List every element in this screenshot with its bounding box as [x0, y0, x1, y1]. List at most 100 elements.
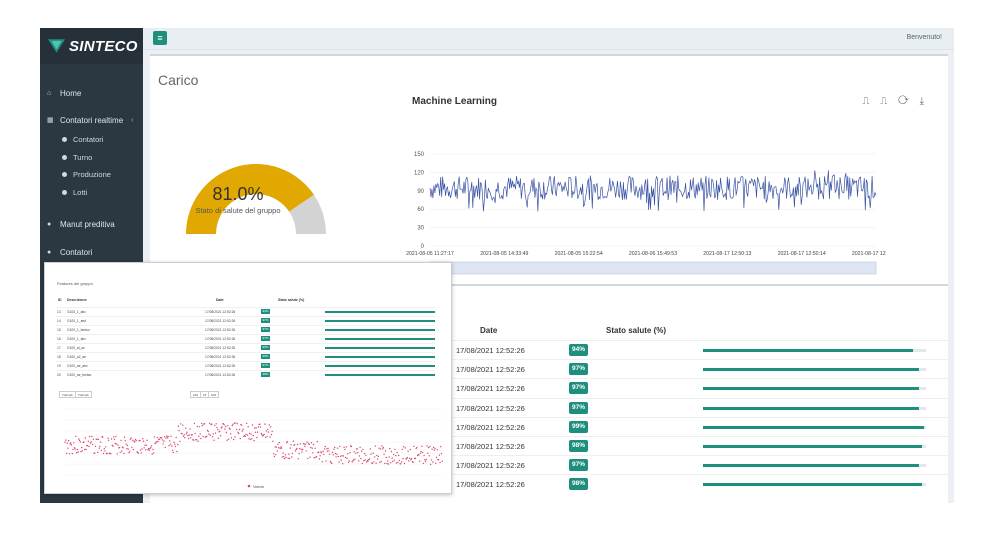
scatter-point	[226, 439, 228, 441]
popup-table-row[interactable]: 20 G100_ae_bedso 17/08/2021 12:52:26 98%	[55, 370, 435, 378]
popup-table-row[interactable]: 19 G100_ae_abc 17/08/2021 12:52:26 97%	[55, 361, 435, 369]
scatter-point	[436, 449, 438, 451]
scatter-point	[286, 441, 289, 443]
scatter-point	[332, 454, 334, 456]
popup-table-row[interactable]: 16 G100_1_abc 17/08/2021 12:52:26 97%	[55, 334, 435, 342]
scatter-point	[188, 434, 190, 436]
scatter-point	[267, 431, 270, 433]
scatter-point	[115, 443, 118, 445]
scatter-point	[156, 436, 158, 439]
scatter-point	[131, 439, 134, 441]
scatter-point	[320, 452, 323, 454]
sidebar-subitem-produzione[interactable]: Produzione	[40, 166, 143, 184]
table-row[interactable]: 17/08/2021 12:52:26 97%	[450, 455, 948, 474]
dashboard-panel: Carico 81.0% Stato di salute del gruppo …	[150, 54, 948, 294]
sidebar-subitem-label: Turno	[73, 152, 93, 162]
health-progress-bar	[325, 338, 435, 340]
scatter-point	[107, 437, 109, 439]
scatter-point	[357, 451, 359, 454]
popup-scatter-chart[interactable]: Valore	[55, 403, 447, 491]
table-row[interactable]: 17/08/2021 12:52:26 97%	[450, 359, 948, 378]
scatter-point	[369, 448, 371, 450]
scatter-point	[441, 460, 443, 462]
popup-button[interactable]: Tutti tab	[75, 391, 92, 398]
scatter-point	[235, 428, 238, 431]
scatter-point	[384, 462, 386, 465]
popup-title: Features del gruppo	[57, 281, 93, 286]
scatter-point	[121, 450, 123, 452]
health-badge: 97%	[569, 401, 588, 414]
table-row[interactable]: 17/08/2021 12:52:26 97%	[450, 397, 948, 417]
ml-line-chart[interactable]: 0 30 60 90 120 150 2021-08-05 11:27:17 2021-08-…	[386, 146, 886, 286]
popup-table-row[interactable]: 13 G100_1_abc 17/08/2021 12:52:26 94%	[55, 307, 435, 315]
scatter-point	[440, 446, 442, 448]
popup-table-row[interactable]: 14 G100_1_aed 17/08/2021 12:52:26 97%	[55, 316, 435, 324]
sidebar-subitem-turno[interactable]: Turno	[40, 149, 143, 167]
scatter-point	[423, 454, 425, 457]
scatter-point	[389, 447, 391, 450]
popup-button[interactable]: 100	[208, 391, 220, 398]
scatter-point	[182, 424, 184, 426]
table-row[interactable]: 17/08/2021 12:52:26 94%	[450, 340, 948, 359]
scatter-point	[153, 452, 155, 454]
sidebar-item-manut-preditiva[interactable]: ● Manut preditiva	[40, 213, 143, 235]
row-date: 17/08/2021 12:52:26	[205, 373, 236, 377]
menu-toggle-button[interactable]: ≡	[153, 31, 167, 45]
scatter-point	[354, 458, 356, 460]
table-row[interactable]: 17/08/2021 12:52:26 97%	[450, 378, 948, 397]
gauge-label: Stato di salute del gruppo	[195, 206, 281, 215]
scatter-point	[248, 432, 251, 435]
scatter-point	[294, 450, 297, 452]
scatter-point	[153, 436, 156, 438]
popup-table-row[interactable]: 18 G100_a2_ae 17/08/2021 12:52:26 98%	[55, 352, 435, 360]
table-row[interactable]: 17/08/2021 12:52:26 99%	[450, 416, 948, 436]
scatter-point	[174, 445, 177, 448]
scatter-point	[237, 431, 239, 433]
sidebar-subitem-contatori[interactable]: Contatori	[40, 131, 143, 149]
scatter-point	[207, 430, 209, 433]
scatter-point	[430, 459, 433, 461]
table-row[interactable]: 17/08/2021 12:52:26 98%	[450, 474, 948, 493]
sidebar-item-contatori-realtime[interactable]: ▦ Contatori realtime ‹	[40, 109, 143, 131]
health-progress-fill	[703, 444, 922, 448]
scatter-point	[406, 458, 408, 460]
x-tick-label: 2021-08-05 15:22:54	[555, 251, 603, 257]
gauge-fill	[186, 164, 314, 234]
scatter-point	[403, 446, 405, 448]
popup-table-row[interactable]: 17 G100_al_ac 17/08/2021 12:52:26 99%	[55, 343, 435, 351]
sidebar-subitem-lotti[interactable]: Lotti	[40, 184, 143, 202]
brand-logo[interactable]: SINTECO	[40, 28, 143, 64]
health-badge: 99%	[261, 345, 270, 350]
y-tick-label: 150	[414, 152, 425, 158]
scatter-point	[165, 437, 167, 439]
scatter-point	[321, 461, 323, 463]
scatter-point	[289, 447, 291, 449]
sidebar-item-home[interactable]: ⌂ Home	[40, 82, 143, 104]
popup-table-row[interactable]: 15 G100_1_bedso 17/08/2021 12:52:26 97%	[55, 325, 435, 333]
scatter-point	[276, 450, 278, 452]
hamburger-icon: ≡	[157, 33, 163, 43]
scatter-point	[244, 435, 246, 437]
scatter-point	[297, 458, 299, 460]
scatter-point	[418, 454, 420, 456]
scatter-point	[167, 435, 169, 438]
scatter-point	[339, 455, 342, 457]
scatter-point	[269, 436, 271, 438]
scatter-point	[412, 461, 414, 464]
scatter-point	[360, 450, 363, 452]
table-row[interactable]: 17/08/2021 12:52:26 98%	[450, 435, 948, 455]
scatter-point	[295, 448, 297, 451]
scatter-point	[302, 448, 304, 451]
scatter-point	[137, 452, 140, 454]
chart-toolbox[interactable]: ⎍ ⎍ ⟳ ⤓	[862, 96, 928, 107]
data-zoom-slider[interactable]	[429, 261, 877, 275]
scatter-point	[292, 440, 294, 442]
scatter-point	[355, 452, 357, 454]
scatter-point	[72, 448, 74, 451]
health-progress-bar	[325, 374, 435, 376]
popup-button[interactable]: Tutti tab	[59, 391, 76, 398]
sidebar-item-contatori[interactable]: ● Contatori	[40, 241, 143, 263]
scatter-point	[98, 447, 100, 449]
scatter-point	[185, 427, 187, 429]
scatter-point	[171, 449, 174, 452]
